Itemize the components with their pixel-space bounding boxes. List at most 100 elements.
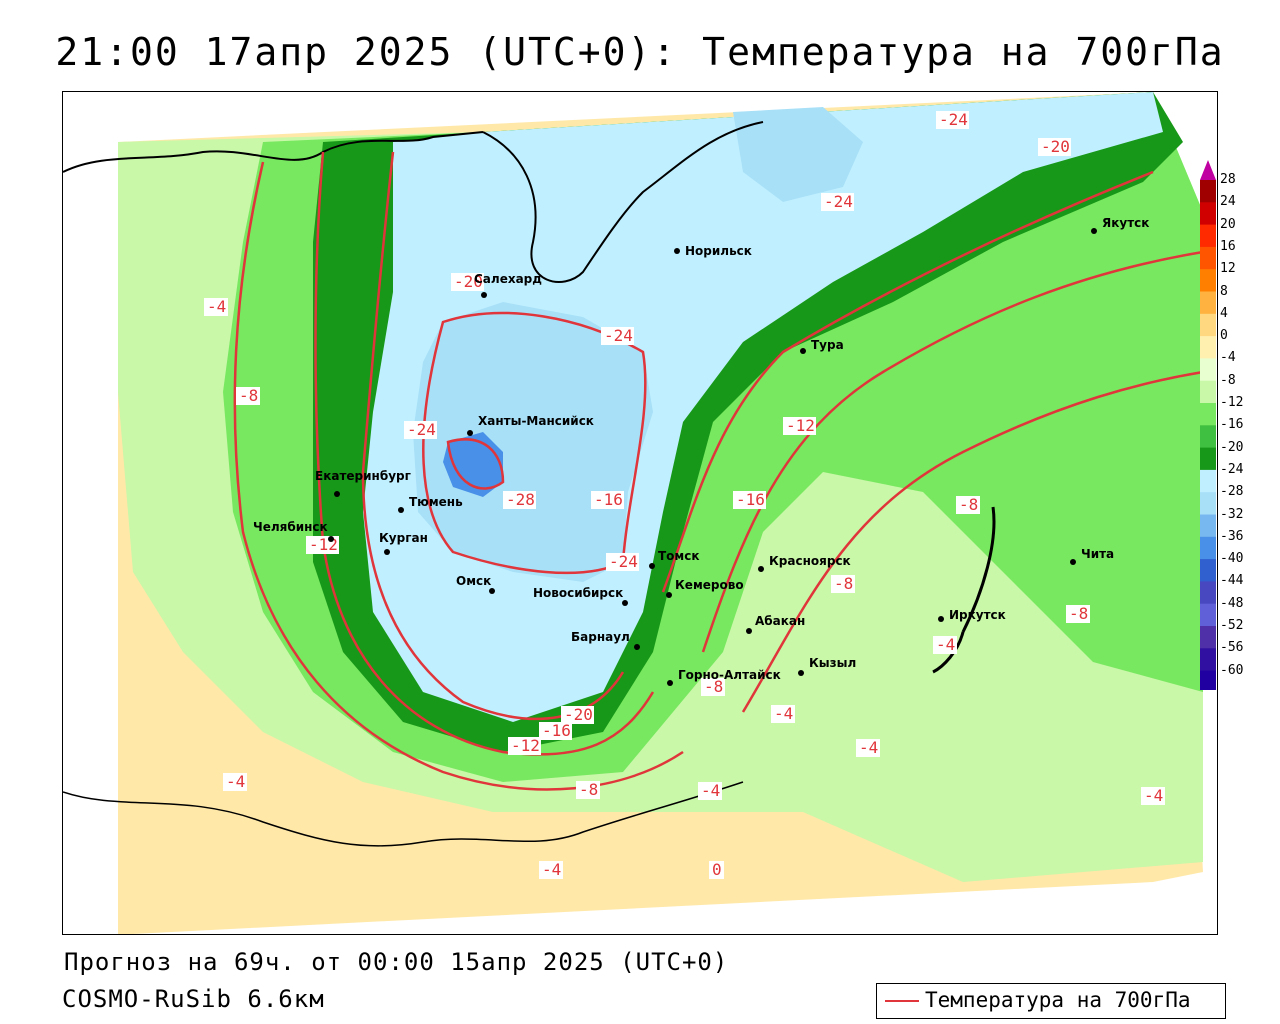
contour-label: -8	[1066, 604, 1090, 623]
city-marker: Иркутск	[938, 608, 1006, 622]
city-label: Ханты-Мансийск	[478, 414, 594, 428]
contour-label: -16	[733, 490, 766, 509]
svg-text:-8: -8	[239, 386, 258, 405]
colorbar	[1200, 160, 1216, 690]
svg-text:-8: -8	[834, 574, 853, 593]
svg-text:-4: -4	[1144, 786, 1163, 805]
city-marker: Кемерово	[666, 578, 744, 598]
city-dot-icon	[1070, 559, 1076, 565]
city-marker: Красноярск	[758, 554, 851, 572]
city-marker: Абакан	[746, 614, 805, 634]
contour-label: -4	[698, 781, 722, 800]
colorbar-swatch	[1200, 514, 1216, 538]
city-label: Омск	[456, 574, 491, 588]
city-dot-icon	[666, 592, 672, 598]
colorbar-swatch	[1200, 626, 1216, 649]
city-label: Тура	[811, 338, 844, 352]
svg-text:-24: -24	[939, 110, 968, 129]
colorbar-tick-label: -28	[1220, 484, 1244, 500]
city-dot-icon	[938, 616, 944, 622]
city-marker: Омск	[456, 574, 495, 594]
colorbar-tick-label: 8	[1220, 283, 1228, 299]
contour-label: -8	[956, 495, 980, 514]
legend: Температура на 700гПа	[876, 983, 1226, 1019]
svg-text:-20: -20	[564, 705, 593, 724]
contour-label: -4	[856, 738, 880, 757]
svg-text:-16: -16	[736, 490, 765, 509]
svg-text:-24: -24	[604, 326, 633, 345]
colorbar-swatch	[1200, 358, 1216, 382]
forecast-info: Прогноз на 69ч. от 00:00 15апр 2025 (UTC…	[64, 948, 729, 976]
contour-label: -20	[561, 705, 594, 724]
colorbar-swatch	[1200, 403, 1216, 426]
city-label: Курган	[379, 531, 428, 545]
city-dot-icon	[622, 600, 628, 606]
city-marker: Ханты-Мансийск	[467, 414, 594, 436]
colorbar-tick-label: -36	[1220, 528, 1244, 544]
city-label: Томск	[658, 549, 700, 563]
city-marker: Якутск	[1091, 216, 1149, 234]
contour-label: -20	[451, 272, 484, 291]
contour-label: -24	[821, 192, 854, 211]
city-label: Тюмень	[409, 495, 463, 509]
city-dot-icon	[328, 536, 334, 542]
svg-text:-4: -4	[859, 738, 878, 757]
colorbar-tick-label: 28	[1220, 172, 1236, 187]
contour-label: -8	[831, 574, 855, 593]
colorbar-swatch	[1200, 269, 1216, 292]
colorbar-tick-label: -20	[1220, 439, 1244, 455]
legend-label: Температура на 700гПа	[925, 988, 1191, 1012]
city-marker: Чита	[1070, 547, 1114, 565]
svg-text:-4: -4	[226, 772, 245, 791]
contour-label: -8	[236, 386, 260, 405]
city-marker: Екатеринбург	[315, 469, 411, 497]
contour-label: 0	[709, 860, 724, 879]
contour-label: -4	[539, 860, 563, 879]
contour-label: -8	[701, 677, 725, 696]
svg-text:-4: -4	[701, 781, 720, 800]
city-dot-icon	[649, 563, 655, 569]
contour-label: -16	[591, 490, 624, 509]
map-title: 21:00 17апр 2025 (UTC+0): Температура на…	[55, 30, 1225, 74]
contour-label: -4	[771, 704, 795, 723]
colorbar-swatch	[1200, 447, 1216, 471]
colorbar-tick-label: -52	[1220, 618, 1244, 633]
svg-text:-8: -8	[704, 677, 723, 696]
colorbar-swatch	[1200, 425, 1216, 449]
city-marker: Норильск	[674, 244, 752, 258]
city-marker: Горно-Алтайск	[667, 668, 781, 686]
coastline	[63, 121, 764, 283]
colorbar-swatch	[1200, 291, 1216, 315]
legend-line-swatch	[885, 1000, 919, 1002]
city-marker: Салехард	[474, 272, 542, 298]
city-label: Красноярск	[769, 554, 851, 568]
city-label: Челябинск	[253, 520, 328, 534]
lake-baikal	[932, 506, 996, 674]
zone-minus28	[443, 432, 503, 497]
city-dot-icon	[800, 348, 806, 354]
svg-text:-16: -16	[594, 490, 623, 509]
colorbar-tick-label: -48	[1220, 595, 1244, 611]
colorbar-top-arrow	[1200, 160, 1216, 180]
colorbar-swatch	[1200, 313, 1216, 337]
city-label: Чита	[1081, 547, 1114, 561]
city-marker: Барнаул	[571, 630, 640, 650]
city-marker: Кызыл	[798, 656, 856, 676]
colorbar-tick-label: 20	[1220, 216, 1236, 232]
svg-text:0: 0	[712, 860, 722, 879]
city-dot-icon	[634, 644, 640, 650]
city-label: Абакан	[755, 614, 805, 628]
svg-text:-8: -8	[579, 780, 598, 799]
map-panel: -24 -20 -24 -20 -24 -4 -8 -24 -12 -16 -28 -8 -16 -24-…	[62, 91, 1218, 935]
contour-label: -4	[223, 772, 247, 791]
svg-text:-20: -20	[1041, 137, 1070, 156]
city-dot-icon	[384, 549, 390, 555]
city-marker: Томск	[649, 549, 700, 569]
colorbar-swatch	[1200, 336, 1216, 359]
colorbar-tick-label: -16	[1220, 417, 1244, 433]
city-dot-icon	[758, 566, 764, 572]
colorbar-tick-label: 0	[1220, 328, 1228, 344]
city-dot-icon	[334, 491, 340, 497]
contour-label: -28	[503, 490, 536, 509]
contour-label: -12	[783, 416, 816, 435]
